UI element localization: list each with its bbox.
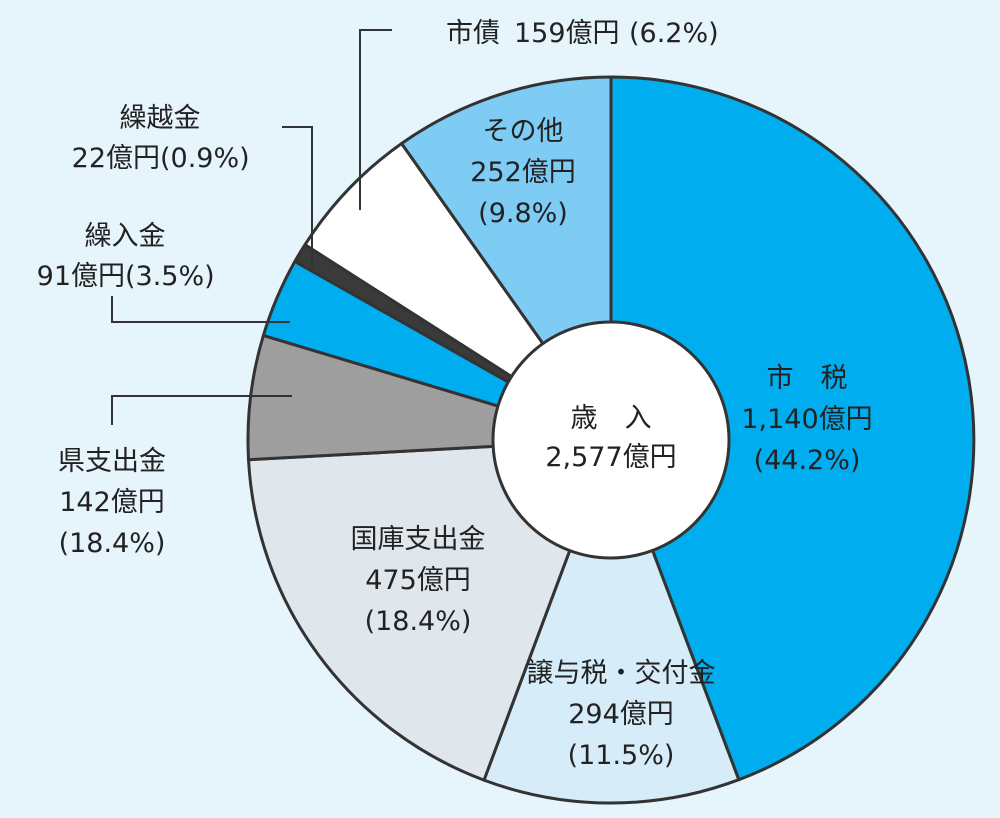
slice-label-value-line: 市債 159億円 (6.2%) xyxy=(446,18,719,49)
slice-label-percent: (6.2%) xyxy=(629,18,719,49)
slice-label-name: 市債 xyxy=(446,18,500,49)
leader-lines xyxy=(111,29,392,425)
slice-label-value-line: 22億円 (0.9%) xyxy=(72,143,250,174)
slice-label-amount: 475億円 xyxy=(365,565,471,596)
pie-slice xyxy=(482,438,741,805)
slice-label-amount: 294億円 xyxy=(568,699,674,730)
slice-label-amount: 142億円 xyxy=(59,487,165,518)
leader-line xyxy=(282,126,313,268)
pie-slice xyxy=(247,438,613,782)
slice-label-name: 繰越金 xyxy=(120,103,201,134)
slice-label-amount: 252億円 xyxy=(470,157,576,188)
slice-label-percent: (3.5%) xyxy=(125,261,215,292)
center-label-title: 歳 入 xyxy=(571,403,652,434)
slice-label-amount: 22億円 xyxy=(72,143,160,174)
slice-label-percent: (9.8%) xyxy=(478,198,568,229)
slice-label-percent: (11.5%) xyxy=(568,740,675,771)
slice-label-amount: 91億円 xyxy=(37,261,125,292)
center-hole xyxy=(491,320,731,560)
slice-label-amount: 159億円 xyxy=(514,18,620,49)
slice-label-name: 繰入金 xyxy=(85,221,166,252)
slice-label-percent: (44.2%) xyxy=(754,445,861,476)
slice-label-name: 市 税 xyxy=(767,363,848,394)
slice-label-name: その他 xyxy=(483,116,564,147)
slice-label-percent: (18.4%) xyxy=(59,528,166,559)
leader-line xyxy=(111,296,290,323)
leader-line xyxy=(111,395,292,425)
pie-slice xyxy=(609,75,976,782)
slice-label-amount: 1,140億円 xyxy=(741,404,872,435)
slice-label-name: 県支出金 xyxy=(58,446,166,477)
slice-label-percent: (0.9%) xyxy=(160,143,250,174)
slice-label-name: 譲与税・交付金 xyxy=(527,658,716,689)
slice-label-value-line: 91億円 (3.5%) xyxy=(37,261,215,292)
slice-label-percent: (18.4%) xyxy=(365,606,472,637)
slice-label-name: 国庫支出金 xyxy=(351,524,486,555)
leader-line xyxy=(359,29,392,210)
center-label-total: 2,577億円 xyxy=(545,442,676,473)
